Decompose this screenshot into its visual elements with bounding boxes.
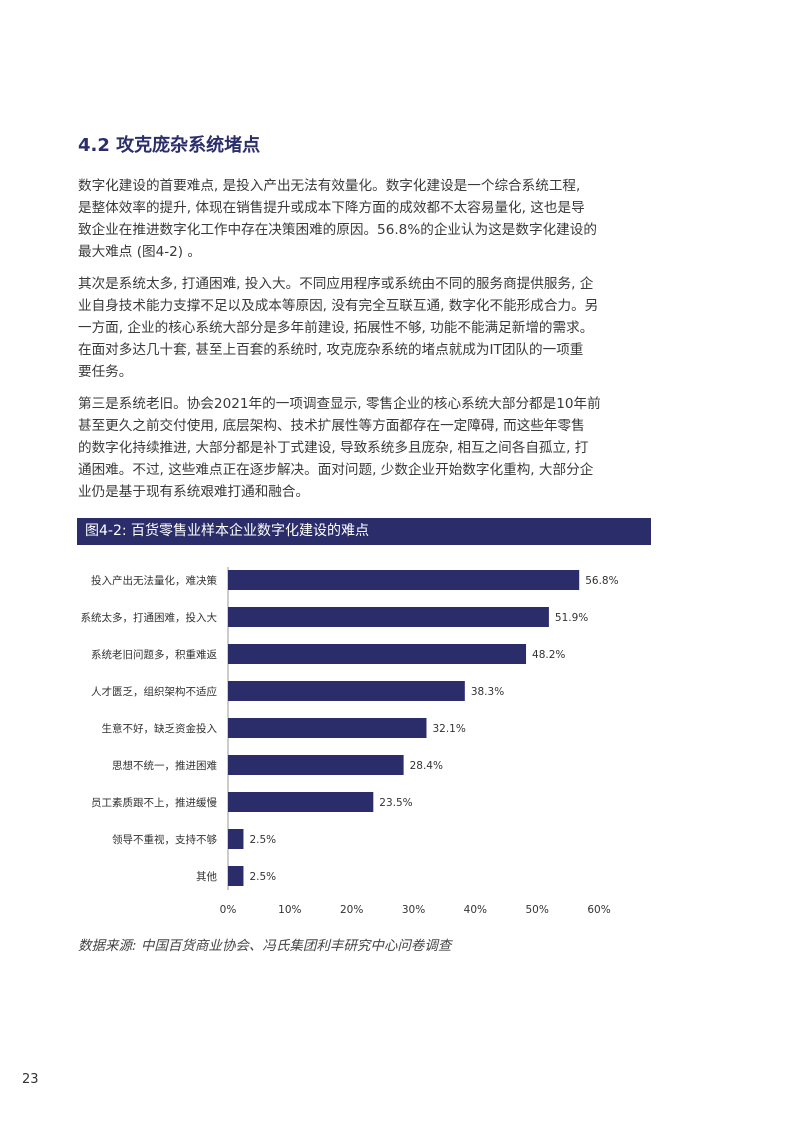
category-label: 系统太多，打通困难，投入大 [81,611,218,624]
text-line: 数字化建设的首要难点, 是投入产出无法有效量化。数字化建设是一个综合系统工程, [78,178,581,194]
x-tick-label: 30% [402,904,425,916]
chart-title: 图4-2: 百货零售业样本企业数字化建设的难点 [77,518,651,545]
category-label: 人才匮乏，组织架构不适应 [91,685,217,698]
category-label: 生意不好，缺乏资金投入 [102,722,218,735]
bar [228,792,374,812]
page-number: 23 [22,1072,39,1087]
value-label: 2.5% [249,871,276,883]
value-label: 23.5% [379,797,412,809]
text-line: 致企业在推进数字化工作中存在决策困难的原因。56.8%的企业认为这是数字化建设的 [78,222,597,238]
bar [228,829,244,849]
text-line: 最大难点 (图4-2) 。 [78,244,202,260]
text-line: 要任务。 [78,364,133,380]
category-label: 员工素质跟不上，推进缓慢 [91,796,217,809]
x-tick-label: 50% [525,904,548,916]
value-label: 28.4% [410,760,443,772]
value-label: 38.3% [471,686,504,698]
x-tick-label: 0% [220,904,237,916]
value-label: 32.1% [432,723,465,735]
category-label: 思想不统一，推进困难 [112,759,217,772]
text-line: 一方面, 企业的核心系统大部分是多年前建设, 拓展性不够, 功能不能满足新增的需… [78,320,594,336]
x-tick-label: 60% [587,904,610,916]
section-title: 4.2 攻克庞杂系统堵点 [78,135,261,156]
category-label: 领导不重视，支持不够 [112,833,217,846]
bar [228,866,244,886]
bar [228,607,549,627]
text-line: 是整体效率的提升, 体现在销售提升或成本下降方面的成效都不太容易量化, 这也是导 [78,200,585,216]
value-label: 56.8% [585,575,618,587]
text-line: 甚至更久之前交付使用, 底层架构、技术扩展性等方面都存在一定障碍, 而这些年零售 [78,418,585,434]
paragraph-3: 第三是系统老旧。协会2021年的一项调查显示, 零售企业的核心系统大部分都是10… [78,393,658,503]
text-line: 第三是系统老旧。协会2021年的一项调查显示, 零售企业的核心系统大部分都是10… [78,396,601,412]
bar-chart: 投入产出无法量化，难决策 56.8% 系统太多，打通困难，投入大 51.9% 系统老旧问… [81,567,619,916]
source-note: 数据来源: 中国百货商业协会、冯氏集团利丰研究中心问卷调查 [78,938,452,954]
bar [228,570,580,590]
x-tick-label: 40% [464,904,487,916]
category-label: 系统老旧问题多，积重难返 [91,648,217,661]
text-line: 业仍是基于现有系统艰难打通和融合。 [78,484,310,500]
text-line: 其次是系统太多, 打通困难, 投入大。不同应用程序或系统由不同的服务商提供服务,… [78,276,594,292]
text-line: 通困难。不过, 这些难点正在逐步解决。面对问题, 少数企业开始数字化重构, 大部… [78,462,594,478]
bar [228,755,404,775]
value-label: 48.2% [532,649,565,661]
bar [228,681,465,701]
value-label: 51.9% [555,612,588,624]
value-label: 2.5% [249,834,276,846]
text-line: 业自身技术能力支撑不足以及成本等原因, 没有完全互联互通, 数字化不能形成合力。… [78,298,599,314]
text-line: 在面对多达几十套, 甚至上百套的系统时, 攻克庞杂系统的堵点就成为IT团队的一项… [78,342,584,358]
text-line: 的数字化持续推进, 大部分都是补丁式建设, 导致系统多且庞杂, 相互之间各自孤立… [78,440,589,456]
x-tick-label: 20% [340,904,363,916]
category-label: 投入产出无法量化，难决策 [91,574,217,587]
paragraph-2: 其次是系统太多, 打通困难, 投入大。不同应用程序或系统由不同的服务商提供服务,… [78,273,658,383]
x-tick-label: 10% [278,904,301,916]
bar [228,718,427,738]
bar [228,644,527,664]
paragraph-1: 数字化建设的首要难点, 是投入产出无法有效量化。数字化建设是一个综合系统工程, 是… [78,175,658,263]
category-label: 其他 [196,870,217,883]
